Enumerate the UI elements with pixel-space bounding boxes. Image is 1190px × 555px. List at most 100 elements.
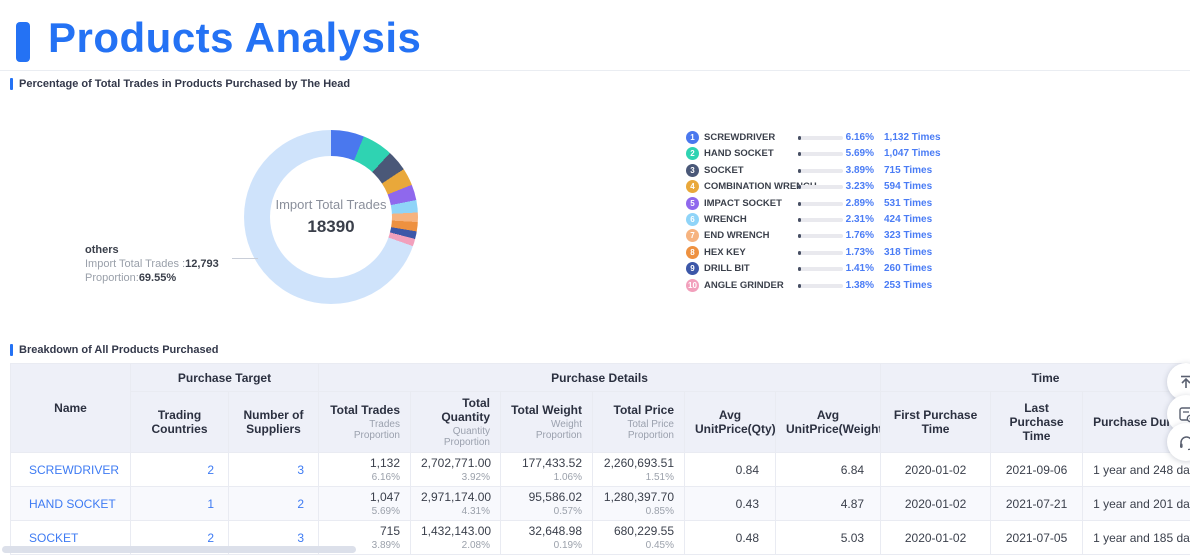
legend-rank-marker: 3: [686, 163, 699, 177]
table-section-title: Breakdown of All Products Purchased: [19, 344, 219, 356]
col-header-number-of-suppliers: Number of Suppliers: [228, 391, 319, 453]
legend-proportion-bar: [798, 267, 843, 272]
legend-item[interactable]: 8 HEX KEY 1.73% 318 Times: [686, 245, 956, 261]
col-header-avg-unitprice-qty: Avg UnitPrice(Qty): [684, 391, 776, 453]
page-title: Products Analysis: [48, 14, 422, 61]
cell-purchase-duration: 1 year and 185 days: [1082, 520, 1190, 555]
col-header-first-purchase-time: First Purchase Time: [880, 391, 992, 453]
legend-item[interactable]: 9 DRILL BIT 1.41% 260 Times: [686, 261, 956, 277]
cell-avg-unitprice-weight: 5.03: [774, 520, 882, 555]
suppliers-link[interactable]: 3: [297, 462, 304, 477]
legend-item[interactable]: 2 HAND SOCKET 5.69% 1,047 Times: [686, 146, 956, 162]
products-table: Name Purchase Target Purchase Details Ti…: [10, 363, 1190, 555]
cell-total-quantity: 2,702,771.00 3.92%: [410, 452, 501, 487]
others-annotation-proportion: Proportion:69.55%: [85, 272, 177, 284]
legend-percent: 5.69%: [845, 148, 874, 160]
cell-first-purchase-time: 2020-01-02: [880, 452, 992, 487]
chart-section-heading: Percentage of Total Trades in Products P…: [10, 78, 350, 90]
export-settings-icon: [1178, 406, 1190, 422]
cell-trading-countries: 1: [130, 486, 229, 521]
legend-item[interactable]: 6 WRENCH 2.31% 424 Times: [686, 212, 956, 228]
cell-avg-unitprice-qty: 0.43: [684, 486, 776, 521]
legend-percent: 1.76%: [845, 230, 874, 242]
table-section-heading: Breakdown of All Products Purchased: [10, 344, 218, 356]
col-header-total-quantity: Total Quantity Quantity Proportion: [410, 391, 501, 453]
cell-total-trades: 1,047 5.69%: [318, 486, 411, 521]
cell-last-purchase-time: 2021-07-21: [990, 486, 1084, 521]
cell-product-name: HAND SOCKET: [10, 486, 131, 521]
cell-first-purchase-time: 2020-01-02: [880, 520, 992, 555]
legend-item[interactable]: 3 SOCKET 3.89% 715 Times: [686, 163, 956, 179]
legend-item[interactable]: 1 SCREWDRIVER 6.16% 1,132 Times: [686, 130, 956, 146]
product-name-link[interactable]: HAND SOCKET: [29, 496, 116, 511]
legend-label: IMPACT SOCKET: [704, 197, 782, 209]
trading-countries-link[interactable]: 2: [207, 462, 214, 477]
cell-last-purchase-time: 2021-07-05: [990, 520, 1084, 555]
legend-times: 323 Times: [884, 230, 933, 242]
others-annotation-trades: Import Total Trades :12,793: [85, 258, 219, 270]
cell-avg-unitprice-qty: 0.48: [684, 520, 776, 555]
legend-percent: 1.41%: [845, 263, 874, 275]
table-row: HAND SOCKET 1 2 1,047 5.69% 2,971,174.00 4.31%…: [10, 486, 1190, 521]
legend-percent: 1.73%: [845, 246, 874, 258]
trading-countries-link[interactable]: 2: [207, 530, 214, 545]
cell-total-quantity: 1,432,143.00 2.08%: [410, 520, 501, 555]
legend-rank-marker: 6: [686, 212, 699, 226]
trading-countries-link[interactable]: 1: [207, 496, 214, 511]
legend-times: 594 Times: [884, 181, 933, 193]
legend-times: 260 Times: [884, 263, 933, 275]
legend-item[interactable]: 10 ANGLE GRINDER 1.38% 253 Times: [686, 278, 956, 294]
legend-percent: 2.89%: [845, 197, 874, 209]
legend-percent: 2.31%: [845, 213, 874, 225]
annotation-connector-line: [232, 258, 258, 259]
legend-rank-marker: 1: [686, 131, 699, 144]
import-trades-donut-chart[interactable]: Import Total Trades 18390: [244, 130, 418, 304]
suppliers-link[interactable]: 3: [297, 530, 304, 545]
legend-item[interactable]: 4 COMBINATION WRENCH 3.23% 594 Times: [686, 179, 956, 195]
col-header-total-price: Total Price Total Price Proportion: [592, 391, 685, 453]
cell-total-price: 680,229.55 0.45%: [592, 520, 685, 555]
cell-purchase-duration: 1 year and 201 days: [1082, 486, 1190, 521]
legend-times: 715 Times: [884, 164, 933, 176]
customer-support-button[interactable]: [1167, 423, 1190, 461]
legend-proportion-bar: [798, 217, 843, 222]
legend-proportion-bar: [798, 136, 843, 140]
cell-total-price: 2,260,693.51 1.51%: [592, 452, 685, 487]
legend-rank-marker: 10: [686, 278, 699, 292]
legend-proportion-bar: [798, 185, 843, 190]
cell-trading-countries: 2: [130, 452, 229, 487]
col-header-last-purchase-time: Last Purchase Time: [990, 391, 1084, 453]
cell-total-trades: 1,132 6.16%: [318, 452, 411, 487]
chart-legend: 1 SCREWDRIVER 6.16% 1,132 Times 2 HAND SOCKET…: [686, 130, 956, 294]
section-accent-bar: [10, 344, 13, 356]
table-row: SCREWDRIVER 2 3 1,132 6.16% 2,702,771.00 3.92%…: [10, 452, 1190, 487]
col-group-purchase-target: Purchase Target: [130, 363, 319, 392]
title-accent-bar: [16, 22, 30, 62]
legend-item[interactable]: 7 END WRENCH 1.76% 323 Times: [686, 228, 956, 244]
cell-avg-unitprice-weight: 4.87: [774, 486, 882, 521]
legend-label: WRENCH: [704, 213, 747, 225]
legend-times: 253 Times: [884, 279, 933, 291]
product-name-link[interactable]: SOCKET: [29, 530, 79, 545]
cell-total-weight: 177,433.52 1.06%: [500, 452, 593, 487]
others-slice-annotation: others Import Total Trades :12,793 Propo…: [85, 243, 219, 285]
legend-label: ANGLE GRINDER: [704, 279, 784, 291]
cell-product-name: SCREWDRIVER: [10, 452, 131, 487]
back-to-top-button[interactable]: [1167, 363, 1190, 401]
cell-total-weight: 95,586.02 0.57%: [500, 486, 593, 521]
legend-proportion-bar: [798, 234, 843, 239]
legend-times: 318 Times: [884, 246, 933, 258]
legend-label: DRILL BIT: [704, 263, 750, 275]
donut-center-label: Import Total Trades: [275, 197, 387, 212]
col-header-trading-countries: Trading Countries: [130, 391, 229, 453]
horizontal-scrollbar-thumb[interactable]: [2, 546, 356, 553]
legend-rank-marker: 8: [686, 245, 699, 259]
legend-label: SOCKET: [704, 164, 744, 176]
suppliers-link[interactable]: 2: [297, 496, 304, 511]
legend-label: COMBINATION WRENCH: [704, 181, 817, 193]
cell-total-weight: 32,648.98 0.19%: [500, 520, 593, 555]
product-name-link[interactable]: SCREWDRIVER: [29, 462, 120, 477]
legend-item[interactable]: 5 IMPACT SOCKET 2.89% 531 Times: [686, 196, 956, 212]
cell-purchase-duration: 1 year and 248 days: [1082, 452, 1190, 487]
